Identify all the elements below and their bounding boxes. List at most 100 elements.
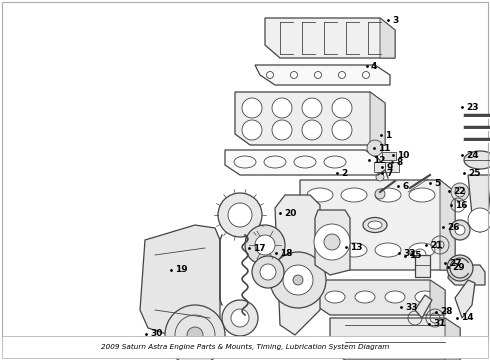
Circle shape [231,309,249,327]
Ellipse shape [355,291,375,303]
Text: 18: 18 [280,248,293,257]
Polygon shape [380,18,395,58]
Polygon shape [370,92,385,145]
Text: 9: 9 [386,162,392,171]
Text: 31: 31 [433,320,445,328]
Circle shape [222,300,258,336]
Circle shape [165,305,225,360]
Ellipse shape [363,217,387,233]
Text: 8: 8 [396,158,402,166]
Text: 27: 27 [449,258,462,267]
Ellipse shape [409,188,435,202]
Polygon shape [225,150,380,175]
Circle shape [324,234,340,250]
Text: 10: 10 [397,150,409,159]
Circle shape [260,264,276,280]
Circle shape [451,183,469,201]
Bar [374,162,386,172]
Polygon shape [140,225,220,340]
Text: 17: 17 [253,243,266,252]
Circle shape [293,275,303,285]
Polygon shape [455,280,475,318]
Circle shape [187,327,203,343]
Circle shape [252,256,284,288]
Text: 14: 14 [461,314,474,323]
Polygon shape [440,180,455,270]
Ellipse shape [307,243,333,257]
Circle shape [291,72,297,78]
Circle shape [242,98,262,118]
Ellipse shape [375,243,401,257]
Circle shape [367,140,383,156]
Ellipse shape [341,243,367,257]
Text: 22: 22 [453,186,466,195]
Circle shape [332,98,352,118]
Text: 7: 7 [386,168,392,177]
Text: 23: 23 [466,103,479,112]
Text: 3: 3 [392,15,398,24]
Circle shape [375,189,385,199]
Text: 13: 13 [350,243,363,252]
Text: 29: 29 [452,262,465,271]
Bar [385,162,399,172]
Circle shape [314,224,350,260]
Circle shape [363,72,369,78]
Polygon shape [415,295,432,318]
Text: 25: 25 [468,168,481,177]
Text: 6: 6 [402,181,408,190]
Text: 19: 19 [175,266,188,274]
Circle shape [302,98,322,118]
Polygon shape [315,210,350,275]
Text: 4: 4 [371,62,377,71]
Text: 32: 32 [403,248,416,257]
Ellipse shape [375,188,401,202]
Text: 15: 15 [409,252,421,261]
Bar [382,152,396,160]
Circle shape [339,72,345,78]
Ellipse shape [409,243,435,257]
Circle shape [267,72,273,78]
Ellipse shape [307,188,333,202]
Circle shape [302,120,322,140]
Text: 12: 12 [373,156,386,165]
Ellipse shape [464,151,490,169]
Polygon shape [235,92,385,145]
Text: 30: 30 [150,329,162,338]
Polygon shape [430,280,445,315]
Circle shape [228,203,252,227]
Circle shape [245,225,285,265]
Circle shape [447,255,473,281]
Circle shape [255,235,275,255]
Text: 1: 1 [385,131,391,140]
Polygon shape [255,65,390,85]
Polygon shape [448,265,485,285]
Text: 28: 28 [440,307,452,316]
Ellipse shape [325,291,345,303]
Text: 2009 Saturn Astra Engine Parts & Mounts, Timing, Lubrication System Diagram: 2009 Saturn Astra Engine Parts & Mounts,… [101,344,389,350]
Circle shape [468,208,490,232]
Circle shape [455,225,465,235]
Text: 21: 21 [430,240,442,249]
Ellipse shape [368,221,382,229]
Bar [2,336,488,358]
Circle shape [376,173,384,181]
Text: 26: 26 [447,222,460,231]
Polygon shape [445,318,460,360]
Circle shape [272,98,292,118]
Polygon shape [330,318,460,360]
Circle shape [450,220,470,240]
Circle shape [332,120,352,140]
Circle shape [315,72,321,78]
Polygon shape [300,180,455,270]
Polygon shape [468,175,490,232]
Ellipse shape [415,291,435,303]
Ellipse shape [385,291,405,303]
Ellipse shape [341,188,367,202]
Polygon shape [315,280,445,315]
Text: 33: 33 [405,302,417,311]
Text: 11: 11 [378,144,391,153]
Circle shape [242,120,262,140]
Circle shape [272,120,292,140]
Circle shape [283,265,313,295]
Circle shape [270,252,326,308]
